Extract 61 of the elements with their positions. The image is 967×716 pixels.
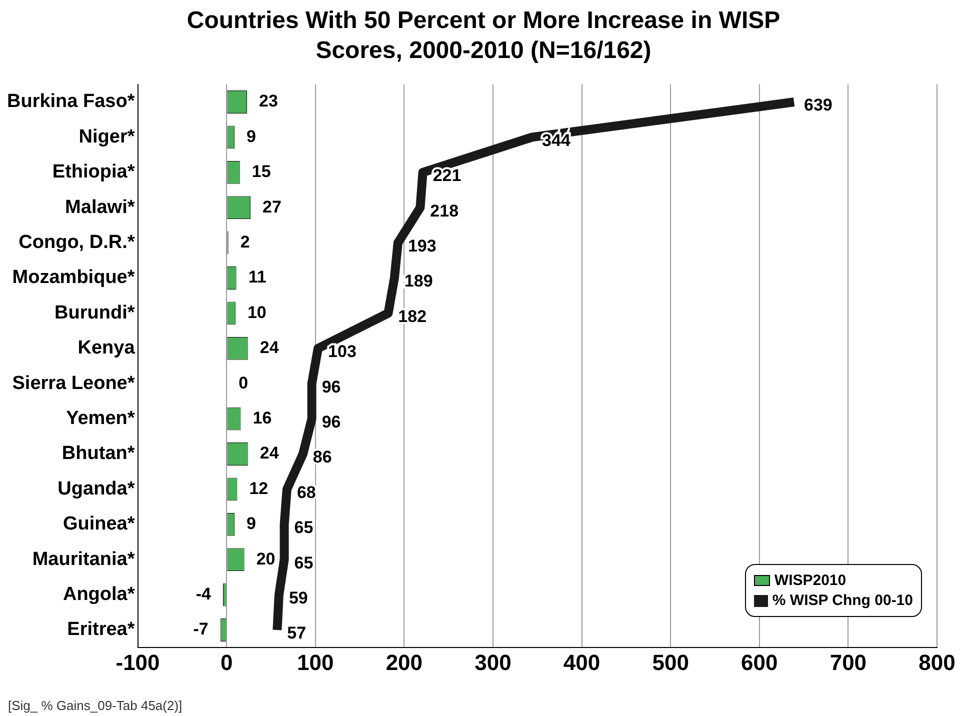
data-label: 27: [262, 197, 282, 216]
y-tick-label: Angola*: [62, 584, 136, 606]
data-label: 9: [246, 514, 256, 534]
data-label: 86: [312, 448, 332, 467]
data-label: 15: [252, 162, 271, 182]
x-tick-label: 100: [297, 650, 334, 675]
y-tick-label: Bhutan*: [62, 443, 136, 464]
y-tick-label: Mauritania*: [32, 548, 136, 570]
data-label: 0: [238, 373, 248, 392]
x-tick-label: 800: [918, 650, 956, 675]
x-tick-label: 200: [386, 650, 423, 675]
data-label: 57: [287, 624, 306, 643]
x-tick-label: 700: [830, 650, 867, 675]
data-label: 96: [322, 412, 341, 432]
y-tick-label: Niger*: [78, 126, 136, 148]
data-label: 218: [430, 201, 459, 220]
data-label: 221: [432, 166, 462, 186]
data-label: 182: [398, 306, 427, 326]
data-label: -7: [193, 620, 208, 639]
data-label: 189: [404, 272, 433, 291]
y-tick-label: Burkina Faso*: [6, 91, 136, 112]
data-label: 68: [296, 482, 316, 502]
data-label: 96: [322, 377, 341, 396]
data-label: 59: [288, 588, 308, 608]
data-label: 639: [804, 96, 832, 115]
data-label: -4: [196, 584, 212, 604]
data-label: 2: [240, 232, 250, 252]
y-tick-label: Congo, D.R.*: [18, 232, 136, 254]
x-tick-label: 300: [474, 650, 512, 675]
y-tick-label: Burundi*: [54, 302, 136, 324]
y-tick-label: Malawi*: [65, 196, 136, 218]
data-label: 20: [256, 549, 276, 568]
data-label: 9: [246, 126, 256, 146]
y-tick-label: Guinea*: [62, 514, 136, 535]
data-label: 193: [408, 236, 436, 256]
data-label: 65: [294, 553, 314, 572]
x-tick-label: 500: [652, 650, 689, 675]
y-tick-label: Eritrea*: [67, 619, 136, 640]
data-label: 65: [294, 518, 314, 538]
data-label: 12: [249, 478, 268, 498]
y-tick-label: Uganda*: [58, 478, 136, 500]
x-tick-label: 600: [741, 650, 778, 675]
data-label: 24: [260, 338, 280, 358]
y-tick-label: Yemen*: [66, 408, 136, 430]
data-label: 11: [248, 268, 266, 287]
data-label: 16: [252, 408, 272, 428]
y-tick-label: Kenya: [78, 338, 136, 359]
text: [Sig_ % Gains_09-Tab 45a(2)]: [8, 698, 182, 713]
data-label: 24: [260, 444, 280, 463]
y-tick-label: Mozambique*: [12, 267, 136, 288]
x-tick-label: -100: [116, 650, 160, 675]
legend-label: % WISP Chng 00-10: [771, 592, 913, 609]
chart-title: Countries With 50 Percent or More Increase in WISP Scores, 2000-2010 (N=16/162): [186, 6, 782, 66]
data-label: 23: [258, 92, 278, 111]
y-tick-label: Ethiopia*: [52, 162, 136, 183]
legend-label: WISP2010: [773, 572, 848, 589]
y-tick-label: Sierra Leone*: [12, 372, 136, 394]
x-tick-label: 400: [563, 650, 600, 675]
data-label: 10: [247, 302, 266, 322]
data-label: 103: [328, 342, 356, 362]
x-tick-label: 0: [220, 650, 233, 675]
